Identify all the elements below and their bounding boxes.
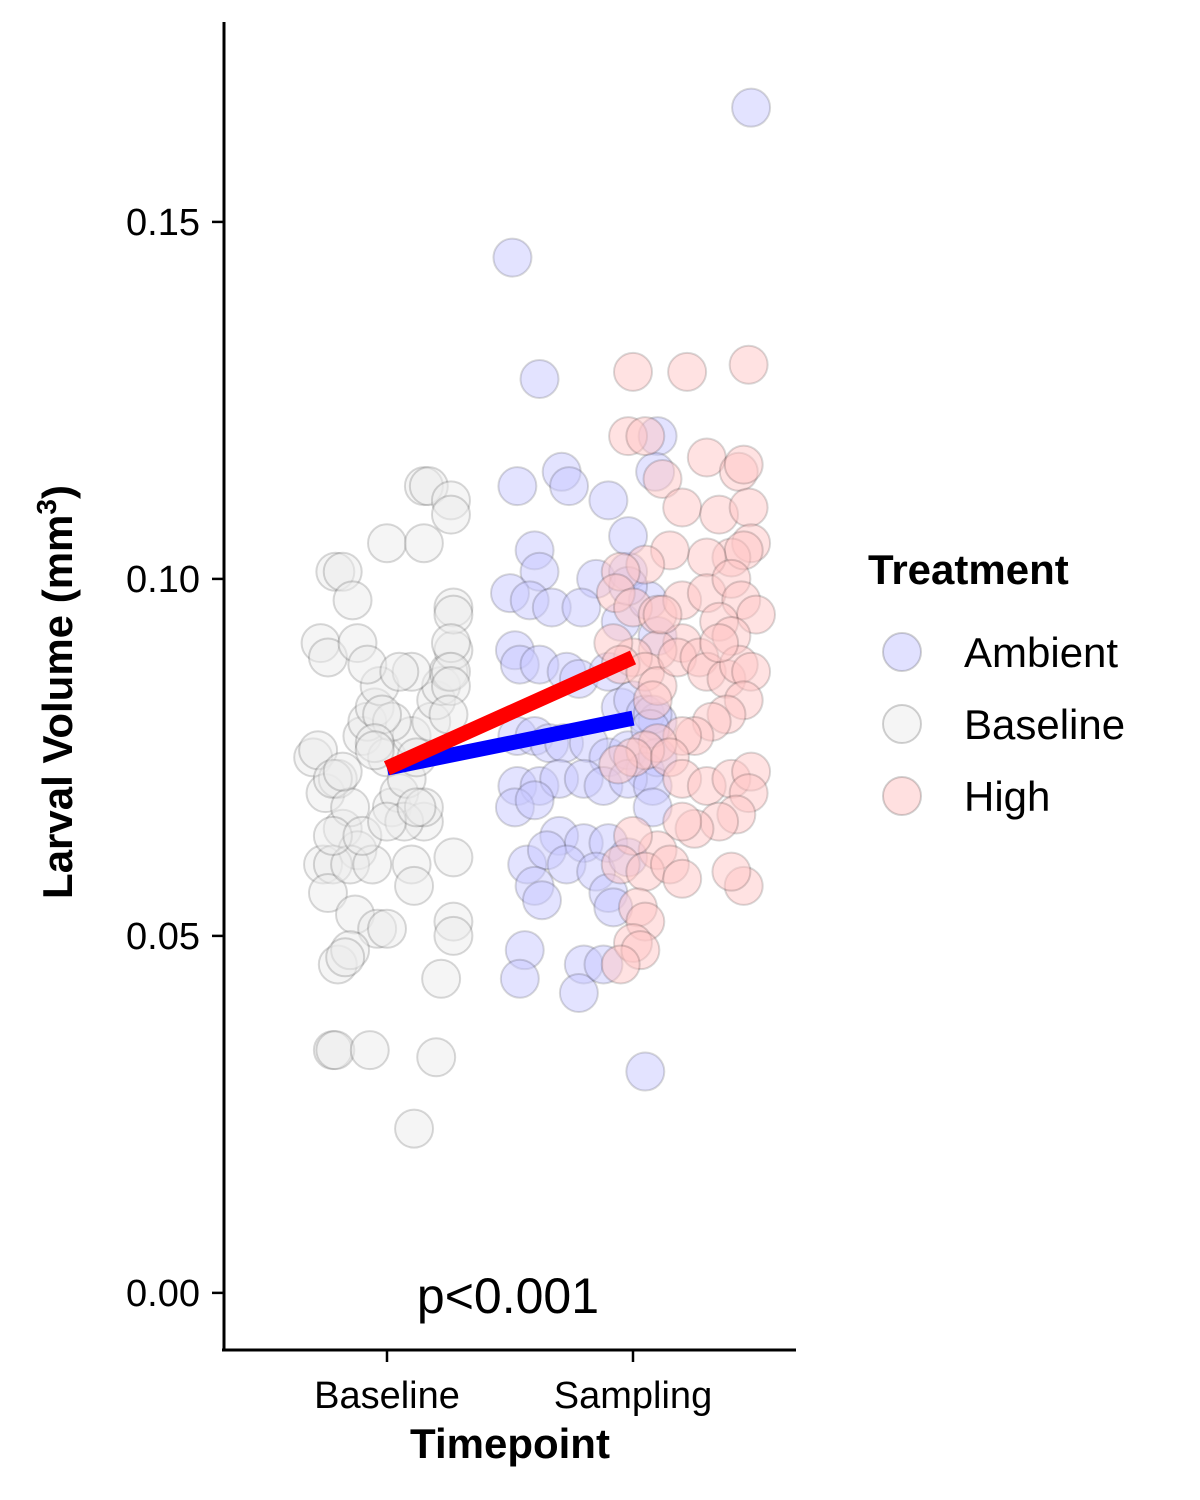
y-tick-label: 0.00 [126,1273,200,1315]
data-point-baseline [430,494,471,535]
data-point-ambient [549,466,590,507]
data-point-high [667,351,708,392]
data-point-high [711,851,752,892]
legend-label-baseline: Baseline [964,701,1125,748]
data-point-ambient [558,973,599,1014]
data-point-high [686,437,727,478]
data-point-baseline [322,751,363,792]
data-point-ambient [492,237,533,278]
data-point-high [662,487,703,528]
y-tick-label: 0.15 [126,202,200,244]
data-point-high [736,594,776,635]
x-tick-label-sampling: Sampling [554,1375,712,1417]
data-point-baseline [315,1030,356,1071]
data-point-baseline [396,787,437,828]
data-point-baseline [349,1030,390,1071]
data-point-baseline [379,651,420,692]
trend-line-ambient [385,710,635,776]
legend-key-high [882,776,922,816]
data-point-baseline [394,865,435,906]
data-point-ambient [561,587,602,628]
data-point-ambient [625,1051,666,1092]
legend-key-ambient [882,632,922,672]
data-point-baseline [307,873,348,914]
legend-title: Treatment [868,546,1069,593]
legend-key-baseline [882,704,922,744]
data-point-baseline [433,837,474,878]
y-axis-title-main: Larval Volume (mm [34,515,81,899]
y-axis-title-close: ) [34,485,81,499]
data-point-high [625,416,666,457]
data-point-baseline [416,1037,457,1078]
data-point-baseline [421,958,462,999]
data-point-baseline [433,915,474,956]
data-point-baseline [367,523,407,564]
data-point-baseline [394,1108,435,1149]
data-point-high [642,458,683,499]
data-point-high [728,487,769,528]
data-point-ambient [588,480,629,521]
data-point-ambient [731,87,772,128]
x-axis-title: Timepoint [410,1420,610,1467]
data-point-high [699,623,740,664]
y-tick-label: 0.10 [126,559,200,601]
data-point-high [598,744,639,785]
data-point-high [662,801,703,842]
data-point-ambient [519,358,560,399]
trend-lines-layer [383,650,637,776]
y-tick-label: 0.05 [126,916,200,958]
trend-line-high [383,650,637,775]
data-point-high [613,351,653,392]
legend-label-ambient: Ambient [964,629,1118,676]
legend-item-ambient: Ambient [882,629,1118,676]
data-point-ambient [514,780,555,821]
data-point-ambient [521,880,562,921]
p-value-annotation: p<0.001 [417,1268,599,1324]
data-point-baseline [354,730,395,771]
legend-label-high: High [964,773,1050,820]
legend-item-high: High [882,773,1050,820]
data-point-high [600,944,641,985]
y-ticks: 0.00 0.05 0.10 0.15 [126,202,224,1315]
data-point-high [642,594,683,635]
data-point-baseline [325,937,366,978]
data-point-baseline [403,523,444,564]
points-layer [293,87,776,1149]
x-tick-label-baseline: Baseline [314,1375,460,1417]
data-point-high [632,680,673,721]
data-point-baseline [367,908,407,949]
data-point-high [728,344,769,385]
data-point-ambient [499,958,540,999]
y-axis-title: Larval Volume (mm3) [31,485,81,899]
data-point-ambient [497,466,538,507]
legend-item-baseline: Baseline [882,701,1125,748]
y-axis-title-superscript: 3 [31,499,62,515]
data-point-baseline [332,580,373,621]
data-point-high [662,858,703,899]
data-point-high [723,444,764,485]
